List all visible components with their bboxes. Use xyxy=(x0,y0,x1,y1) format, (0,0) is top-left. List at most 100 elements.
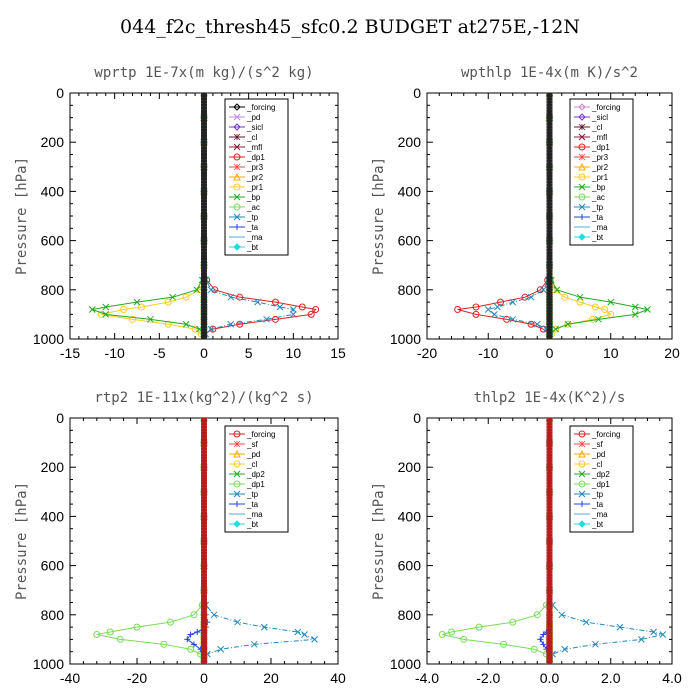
data-point xyxy=(576,298,584,306)
series-pr1 xyxy=(97,93,208,339)
data-point xyxy=(133,623,141,631)
x-tick-label: 4.0 xyxy=(662,670,682,686)
zero-stack-marker xyxy=(546,97,553,101)
legend-marker xyxy=(233,143,241,151)
data-point xyxy=(190,641,197,648)
data-point xyxy=(169,293,177,301)
data-point xyxy=(509,618,517,626)
x-tick-label: -40 xyxy=(60,670,80,686)
zero-stack-marker xyxy=(201,211,207,215)
data-point xyxy=(454,305,462,313)
legend-marker xyxy=(578,123,586,131)
data-point xyxy=(561,645,569,653)
zero-stack-marker xyxy=(201,616,207,620)
zero-stack-marker xyxy=(546,591,553,595)
legend-label: _pd xyxy=(591,450,605,459)
zero-stack-marker xyxy=(546,131,553,135)
zero-stack-marker xyxy=(201,226,207,230)
zero-stack-marker xyxy=(201,282,207,286)
legend-box xyxy=(569,98,634,246)
zero-stack-marker xyxy=(546,588,553,592)
zero-stack-marker xyxy=(201,530,207,534)
data-point xyxy=(129,315,137,323)
zero-stack-marker xyxy=(546,223,553,227)
zero-stack-marker xyxy=(546,257,553,261)
zero-stack-marker xyxy=(201,659,207,663)
zero-stack-marker xyxy=(201,576,207,580)
data-point xyxy=(294,628,302,636)
legend-label: _forcing xyxy=(246,103,275,112)
legend-label: _bt xyxy=(246,243,259,252)
zero-stack-marker xyxy=(546,478,553,481)
zero-stack-marker xyxy=(201,208,207,212)
legend-marker xyxy=(578,153,586,161)
zero-stack-marker xyxy=(201,285,207,289)
zero-stack-marker xyxy=(201,180,207,184)
zero-stack-marker xyxy=(201,662,207,664)
data-point xyxy=(537,636,544,643)
zero-stack-marker xyxy=(546,505,553,509)
zero-stack-marker xyxy=(201,610,207,614)
zero-stack-marker xyxy=(201,266,207,270)
zero-stack-marker xyxy=(201,153,207,156)
legend-label: _ta xyxy=(246,500,259,509)
legend-marker xyxy=(578,480,586,488)
data-point xyxy=(527,320,535,328)
zero-stack-marker xyxy=(546,567,553,571)
data-point xyxy=(193,286,201,294)
zero-stack-marker xyxy=(201,97,207,101)
series-line xyxy=(90,93,205,339)
zero-stack-marker xyxy=(546,561,553,565)
data-point xyxy=(102,303,110,311)
y-tick-label: 200 xyxy=(41,134,65,150)
legend-marker xyxy=(233,163,241,171)
series-line xyxy=(101,93,205,339)
zero-stack-marker xyxy=(546,447,553,451)
series-bp xyxy=(88,93,208,339)
zero-stack-marker xyxy=(546,456,553,460)
zero-stack-marker xyxy=(201,524,207,528)
data-point xyxy=(631,311,639,318)
legend-label: _tp xyxy=(246,213,259,222)
y-tick-label: 0 xyxy=(56,410,64,426)
zero-stack-marker xyxy=(546,100,553,104)
zero-stack-marker xyxy=(546,434,553,438)
x-tick-label: 15 xyxy=(330,345,346,361)
data-point xyxy=(207,286,215,294)
data-point xyxy=(475,623,483,631)
zero-stack-marker xyxy=(546,334,553,338)
data-point xyxy=(307,310,315,318)
zero-stack-marker xyxy=(546,162,553,166)
zero-stack-marker xyxy=(546,137,553,141)
x-tick-label: 10 xyxy=(603,345,619,361)
zero-stack-marker xyxy=(546,619,553,623)
zero-stack-marker xyxy=(201,585,207,589)
legend-marker xyxy=(578,449,586,458)
zero-stack-marker xyxy=(546,631,553,635)
x-tick-label: -2.0 xyxy=(476,670,500,686)
zero-stack-marker xyxy=(201,177,207,181)
legend-label: _sf xyxy=(246,440,258,449)
data-point xyxy=(650,628,657,636)
zero-stack-marker xyxy=(546,444,553,448)
data-point xyxy=(250,640,258,648)
zero-stack-marker xyxy=(201,331,207,335)
zero-stack-marker xyxy=(201,554,207,558)
zero-stack-marker xyxy=(201,288,207,292)
legend-label: _ta xyxy=(591,500,604,509)
zero-stack-marker xyxy=(201,471,207,475)
data-point xyxy=(182,320,190,328)
zero-stack-marker xyxy=(201,517,207,521)
zero-stack-marker xyxy=(201,192,207,196)
legend-label: _ma xyxy=(246,233,263,242)
data-point xyxy=(93,630,101,638)
zero-stack-marker xyxy=(546,539,553,543)
zero-stack-marker xyxy=(546,285,553,289)
zero-stack-marker xyxy=(546,214,553,218)
zero-stack-marker xyxy=(546,232,553,236)
zero-stack-marker xyxy=(201,239,207,243)
zero-stack-marker xyxy=(201,434,207,438)
zero-stack-marker xyxy=(201,229,207,233)
zero-stack-marker xyxy=(546,508,553,512)
